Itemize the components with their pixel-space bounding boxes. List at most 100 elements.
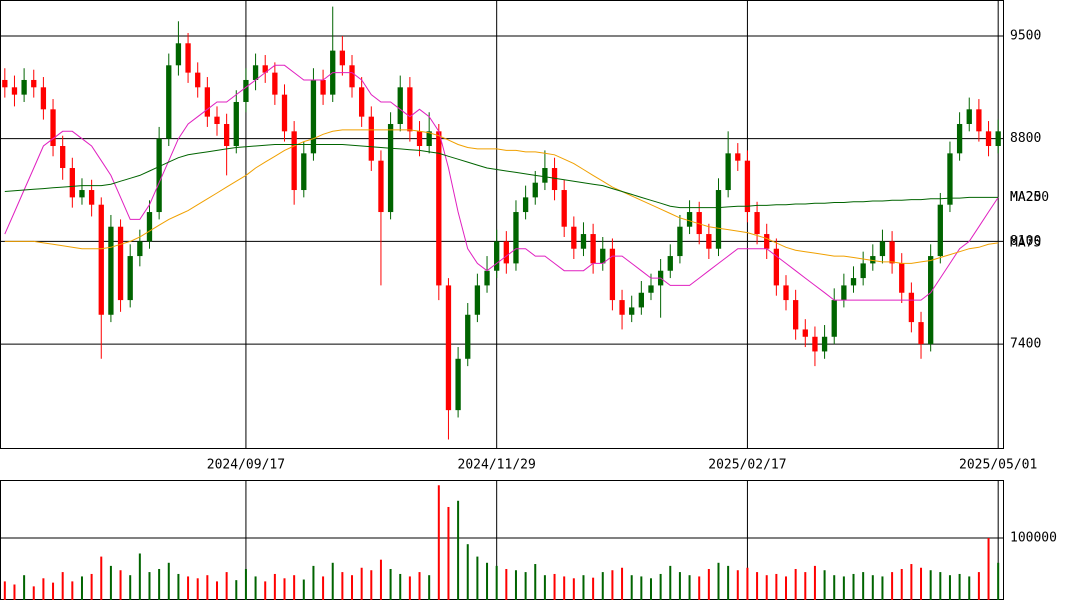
candle-body (262, 65, 268, 73)
volume-bar (900, 568, 903, 600)
candle-body (966, 109, 972, 124)
candle-body (908, 292, 915, 323)
candle-body (11, 87, 18, 95)
x-tick-label: 2024/11/29 (458, 458, 536, 473)
volume-bar (977, 572, 980, 600)
volume-bar (90, 573, 93, 600)
candle-body (831, 300, 837, 337)
volume-bar (264, 581, 267, 600)
volume-bar (572, 578, 575, 600)
volume-bar (466, 544, 469, 600)
candle-body (561, 190, 567, 227)
volume-bar (939, 572, 942, 600)
candle-body (638, 292, 644, 308)
candle-body (359, 87, 365, 117)
candle-body (146, 212, 153, 242)
volume-bar (852, 573, 855, 600)
volume-bar (457, 500, 460, 600)
volume-bar (611, 570, 614, 600)
candle-body (696, 212, 702, 235)
candle-body (156, 138, 162, 213)
candle-body (551, 168, 558, 191)
candle-body (629, 307, 635, 315)
candle-body (648, 285, 654, 293)
volume-bar (167, 562, 170, 600)
candle-body (320, 79, 326, 95)
candle-body (841, 285, 847, 301)
volume-bar (543, 575, 546, 600)
candle-body (792, 300, 799, 330)
volume-bar (80, 576, 83, 600)
candle-body (243, 79, 249, 102)
candle-body (166, 65, 172, 139)
candle-body (426, 131, 432, 147)
volume-bar (495, 565, 498, 600)
volume-bar (630, 575, 633, 600)
price-panel-frame (0, 0, 1004, 449)
volume-bar (601, 572, 604, 600)
volume-bar (621, 567, 624, 600)
candle-body (465, 314, 471, 359)
candle-body (60, 146, 66, 169)
volume-bar (640, 576, 643, 600)
volume-bar (331, 562, 334, 600)
volume-bar (206, 575, 209, 600)
y-tick-label: 7400 (1010, 337, 1041, 352)
volume-bar (592, 577, 595, 600)
volume-bar (987, 537, 990, 600)
moving-average-line (4, 144, 999, 209)
volume-bar (360, 567, 363, 600)
volume-bar (322, 576, 325, 600)
volume-bar (225, 572, 228, 600)
volume-bar (563, 576, 566, 600)
volume-bar (100, 556, 103, 600)
volume-bar (428, 575, 431, 600)
volume-bar (418, 572, 421, 600)
x-tick-label: 2025/02/17 (708, 458, 786, 473)
volume-bar (486, 562, 489, 600)
volume-bar (813, 565, 816, 600)
candle-body (783, 285, 789, 301)
candle-body (214, 116, 220, 124)
volume-bar (804, 572, 807, 600)
y-tick-label: 8800 (1010, 131, 1041, 146)
candle-body (995, 131, 1001, 147)
candle-body (455, 358, 461, 411)
candle-body (108, 226, 114, 315)
candle-body (31, 79, 37, 88)
candle-body (349, 65, 355, 88)
volume-bar (235, 580, 238, 600)
candle-body (773, 248, 780, 286)
candle-body (310, 79, 317, 154)
candle-body (735, 153, 741, 161)
candle-body (754, 212, 760, 235)
volume-bar (370, 570, 373, 600)
volume-bar (13, 584, 16, 600)
volume-bar (920, 567, 923, 600)
volume-bar (891, 572, 894, 600)
volume-bar (399, 573, 402, 600)
candle-body (686, 212, 693, 227)
volume-bar (736, 570, 739, 600)
candle-body (88, 190, 95, 205)
volume-bar (158, 568, 161, 600)
volume-bar (688, 575, 691, 600)
volume-bar (148, 572, 151, 600)
volume-bar (341, 572, 344, 600)
candle-body (195, 72, 201, 88)
volume-bar (312, 565, 315, 600)
moving-average-line (4, 129, 999, 264)
volume-bar (254, 576, 257, 600)
legend-label: MA75 (1010, 235, 1041, 250)
volume-bar (23, 575, 26, 600)
legend-label: MA25 (1010, 190, 1041, 205)
candle-body (127, 256, 133, 301)
candle-body (301, 153, 307, 191)
volume-bar (187, 576, 190, 600)
volume-bar (649, 578, 652, 600)
candle-body (522, 197, 529, 213)
volume-bar (351, 575, 354, 600)
candle-body (368, 116, 374, 161)
volume-bar (881, 576, 884, 600)
candle-body (416, 131, 423, 147)
